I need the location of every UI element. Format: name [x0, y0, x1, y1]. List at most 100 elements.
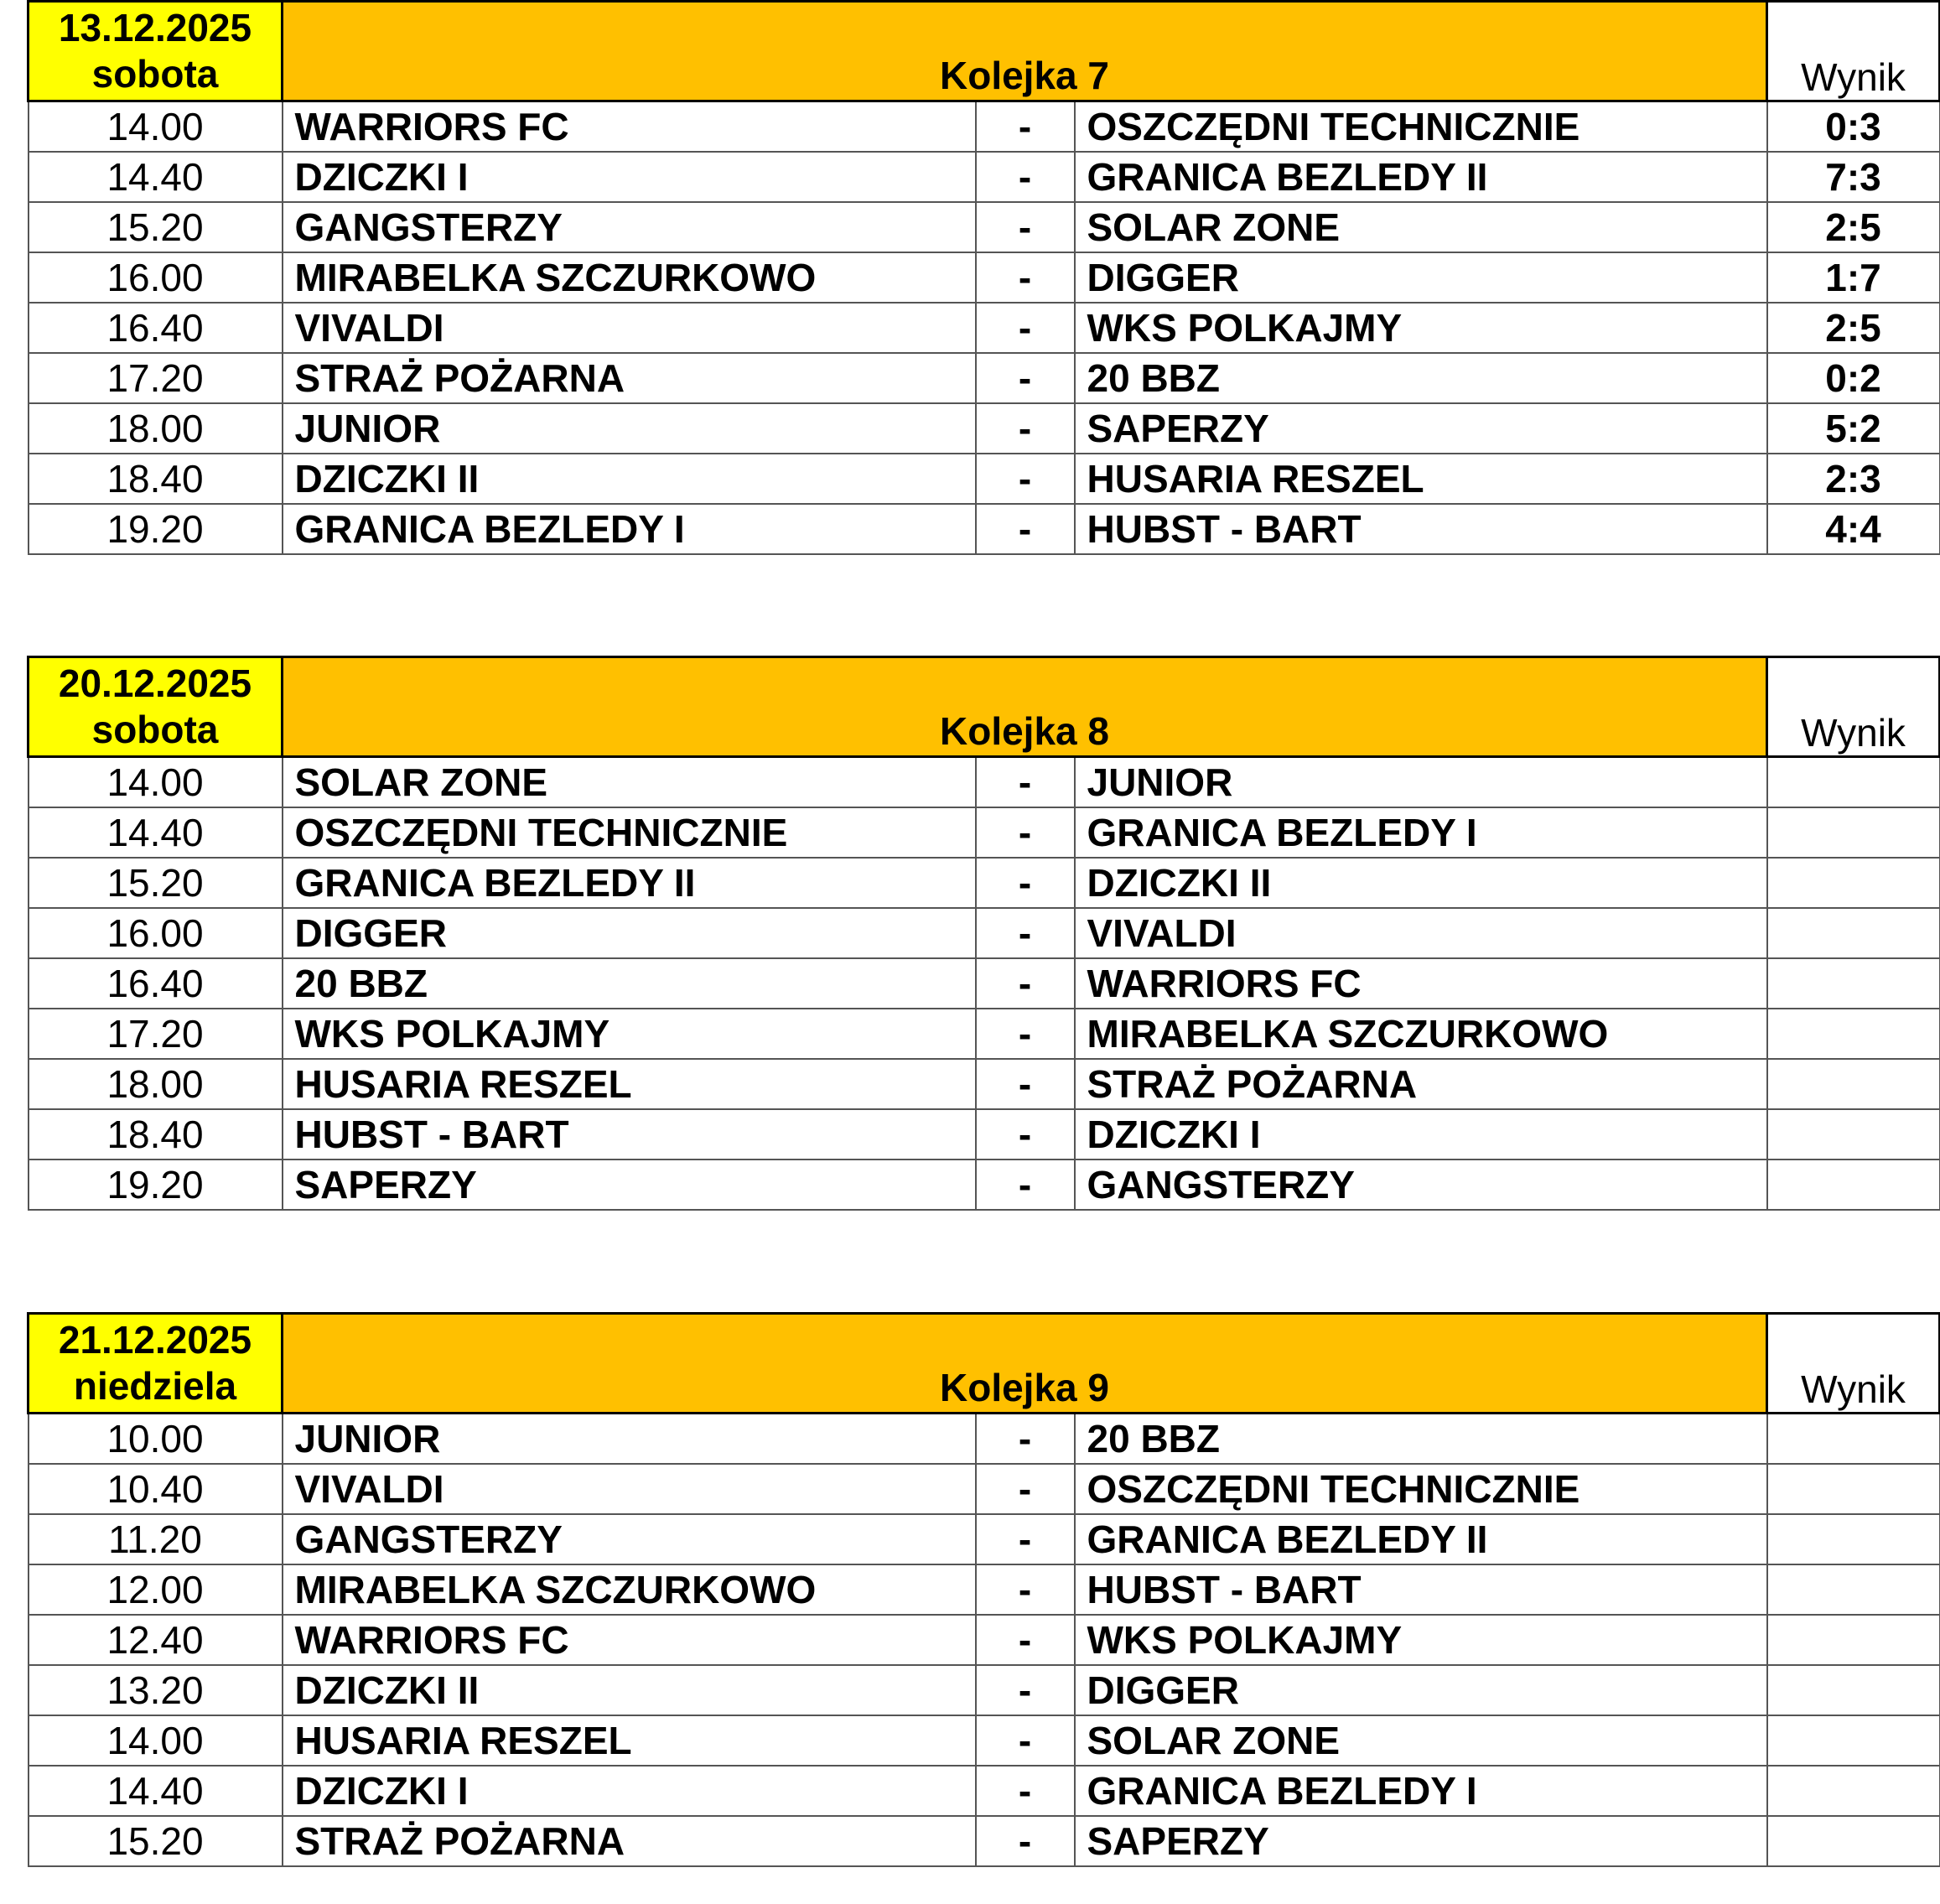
home-team: 20 BBZ: [281, 957, 977, 1009]
kickoff-time: 16.00: [27, 252, 283, 303]
round-header: 13.12.2025 sobota Kolejka 7 Wynik: [27, 0, 1940, 102]
match-result: 5:2: [1766, 402, 1940, 454]
match-result: 1:7: [1766, 252, 1940, 303]
separator: -: [974, 151, 1076, 203]
match-result: [1766, 1815, 1940, 1867]
away-team: GRANICA BEZLEDY I: [1073, 807, 1768, 859]
match-row: 13.20 DZICZKI II - DIGGER: [27, 1664, 1940, 1716]
home-team: HUSARIA RESZEL: [281, 1058, 977, 1110]
match-result: 7:3: [1766, 151, 1940, 203]
away-team: 20 BBZ: [1073, 1412, 1768, 1465]
away-team: WKS POLKAJMY: [1073, 302, 1768, 354]
away-team: SOLAR ZONE: [1073, 201, 1768, 253]
home-team: HUBST - BART: [281, 1108, 977, 1160]
round-table: 13.12.2025 sobota Kolejka 7 Wynik 14.00 W…: [27, 0, 1940, 555]
separator: -: [974, 100, 1076, 153]
separator: -: [974, 1564, 1076, 1616]
kickoff-time: 18.40: [27, 453, 283, 505]
home-team: GANGSTERZY: [281, 1513, 977, 1565]
match-row: 15.20 GRANICA BEZLEDY II - DZICZKI II: [27, 857, 1940, 909]
round-title: Kolejka 7: [280, 0, 1769, 102]
separator: -: [974, 1008, 1076, 1060]
match-result: [1766, 1008, 1940, 1060]
away-team: STRAŻ POŻARNA: [1073, 1058, 1768, 1110]
away-team: DIGGER: [1073, 1664, 1768, 1716]
kickoff-time: 11.20: [27, 1513, 283, 1565]
match-row: 18.40 DZICZKI II - HUSARIA RESZEL 2:3: [27, 453, 1940, 505]
kickoff-time: 15.20: [27, 201, 283, 253]
away-team: GRANICA BEZLEDY II: [1073, 1513, 1768, 1565]
away-team: MIRABELKA SZCZURKOWO: [1073, 1008, 1768, 1060]
away-team: JUNIOR: [1073, 755, 1768, 808]
match-day: sobota: [91, 52, 219, 96]
away-team: HUBST - BART: [1073, 503, 1768, 555]
kickoff-time: 16.40: [27, 302, 283, 354]
kickoff-time: 10.40: [27, 1463, 283, 1515]
separator: -: [974, 1664, 1076, 1716]
home-team: VIVALDI: [281, 302, 977, 354]
match-result: 2:5: [1766, 302, 1940, 354]
kickoff-time: 17.20: [27, 1008, 283, 1060]
separator: -: [974, 302, 1076, 354]
separator: -: [974, 352, 1076, 404]
home-team: MIRABELKA SZCZURKOWO: [281, 252, 977, 303]
match-day: sobota: [91, 708, 219, 751]
date-cell: 13.12.2025 sobota: [27, 0, 283, 102]
separator: -: [974, 907, 1076, 959]
separator: -: [974, 1058, 1076, 1110]
separator: -: [974, 1765, 1076, 1817]
home-team: STRAŻ POŻARNA: [281, 1815, 977, 1867]
kickoff-time: 16.00: [27, 907, 283, 959]
date-cell: 21.12.2025 niedziela: [27, 1312, 283, 1414]
away-team: GRANICA BEZLEDY II: [1073, 151, 1768, 203]
kickoff-time: 19.20: [27, 503, 283, 555]
match-result: [1766, 1108, 1940, 1160]
match-row: 16.40 20 BBZ - WARRIORS FC: [27, 957, 1940, 1009]
kickoff-time: 12.00: [27, 1564, 283, 1616]
away-team: GRANICA BEZLEDY I: [1073, 1765, 1768, 1817]
home-team: SAPERZY: [281, 1159, 977, 1211]
home-team: HUSARIA RESZEL: [281, 1715, 977, 1767]
home-team: VIVALDI: [281, 1463, 977, 1515]
match-row: 14.40 OSZCZĘDNI TECHNICZNIE - GRANICA BE…: [27, 807, 1940, 859]
round-header: 20.12.2025 sobota Kolejka 8 Wynik: [27, 656, 1940, 758]
separator: -: [974, 957, 1076, 1009]
separator: -: [974, 252, 1076, 303]
home-team: STRAŻ POŻARNA: [281, 352, 977, 404]
separator: -: [974, 1412, 1076, 1465]
separator: -: [974, 503, 1076, 555]
away-team: SAPERZY: [1073, 1815, 1768, 1867]
away-team: DZICZKI II: [1073, 857, 1768, 909]
match-row: 14.00 HUSARIA RESZEL - SOLAR ZONE: [27, 1715, 1940, 1767]
away-team: OSZCZĘDNI TECHNICZNIE: [1073, 100, 1768, 153]
home-team: DZICZKI II: [281, 1664, 977, 1716]
match-day: niedziela: [73, 1364, 237, 1408]
match-row: 19.20 SAPERZY - GANGSTERZY: [27, 1159, 1940, 1211]
match-result: 0:3: [1766, 100, 1940, 153]
separator: -: [974, 857, 1076, 909]
match-date: 13.12.2025: [58, 6, 252, 49]
separator: -: [974, 402, 1076, 454]
home-team: JUNIOR: [281, 1412, 977, 1465]
match-row: 14.00 SOLAR ZONE - JUNIOR: [27, 755, 1940, 808]
match-result: 2:3: [1766, 453, 1940, 505]
match-row: 17.20 STRAŻ POŻARNA - 20 BBZ 0:2: [27, 352, 1940, 404]
kickoff-time: 19.20: [27, 1159, 283, 1211]
home-team: WARRIORS FC: [281, 1614, 977, 1666]
away-team: VIVALDI: [1073, 907, 1768, 959]
match-row: 16.00 MIRABELKA SZCZURKOWO - DIGGER 1:7: [27, 252, 1940, 303]
round-header: 21.12.2025 niedziela Kolejka 9 Wynik: [27, 1312, 1940, 1414]
kickoff-time: 15.20: [27, 1815, 283, 1867]
match-result: [1766, 1664, 1940, 1716]
round-title: Kolejka 8: [280, 656, 1769, 758]
kickoff-time: 14.00: [27, 755, 283, 808]
match-result: [1766, 807, 1940, 859]
round-table: 21.12.2025 niedziela Kolejka 9 Wynik 10.0…: [27, 1312, 1940, 1867]
away-team: HUBST - BART: [1073, 1564, 1768, 1616]
match-result: [1766, 1614, 1940, 1666]
round-title: Kolejka 9: [280, 1312, 1769, 1414]
match-row: 14.40 DZICZKI I - GRANICA BEZLEDY II 7:3: [27, 151, 1940, 203]
separator: -: [974, 1513, 1076, 1565]
kickoff-time: 18.00: [27, 1058, 283, 1110]
match-row: 14.00 WARRIORS FC - OSZCZĘDNI TECHNICZNI…: [27, 100, 1940, 153]
